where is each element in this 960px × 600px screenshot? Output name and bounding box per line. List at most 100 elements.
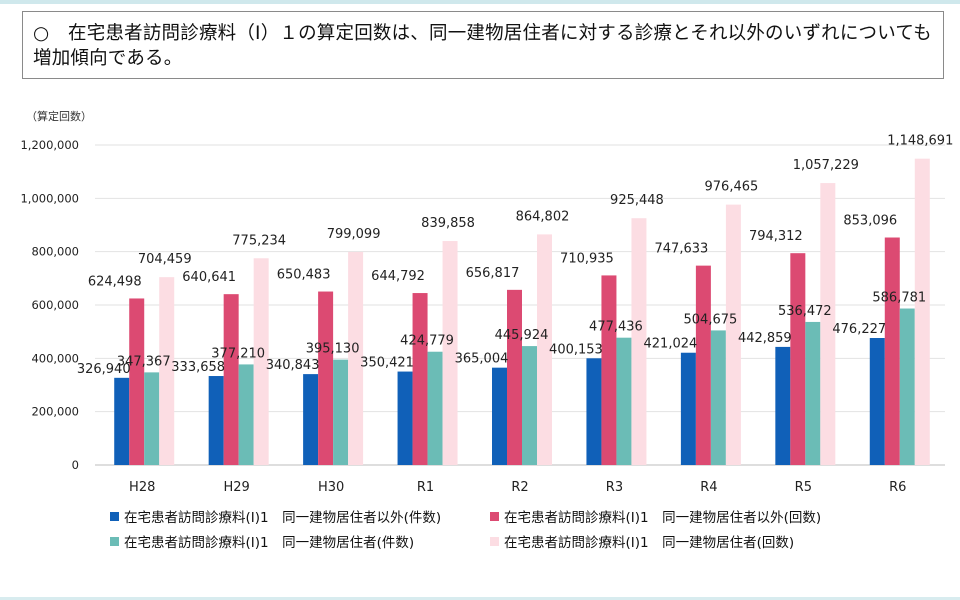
y-axis-unit-label: （算定回数） bbox=[26, 110, 92, 123]
legend-item-series-1: 在宅患者訪問診療料(Ⅰ)1 同一建物居住者以外(件数) bbox=[110, 509, 441, 527]
data-label-series-3: 445,924 bbox=[495, 328, 549, 343]
data-label-series-2: 656,817 bbox=[466, 266, 520, 281]
bar-2-R3 bbox=[601, 275, 617, 465]
data-label-series-4: 864,802 bbox=[516, 209, 570, 224]
y-tick-label: 1,200,000 bbox=[20, 138, 79, 152]
bar-2-R4 bbox=[695, 265, 711, 465]
data-label-series-3: 424,779 bbox=[400, 334, 454, 349]
bar-1-R3 bbox=[586, 358, 602, 465]
bar-2-R5 bbox=[790, 253, 806, 465]
data-label-series-2: 747,633 bbox=[655, 242, 709, 257]
data-label-series-1: 365,004 bbox=[455, 352, 509, 367]
data-label-series-4: 976,465 bbox=[705, 180, 759, 195]
data-label-series-3: 504,675 bbox=[684, 312, 738, 327]
bar-3-R4 bbox=[710, 330, 726, 465]
x-tick-label: R3 bbox=[606, 480, 623, 495]
legend-item-series-4: 在宅患者訪問診療料(Ⅰ)1 同一建物居住者(回数) bbox=[490, 534, 794, 552]
legend-label-series-3: 在宅患者訪問診療料(Ⅰ)1 同一建物居住者(件数) bbox=[124, 535, 415, 551]
data-label-series-1: 326,940 bbox=[77, 362, 131, 377]
data-label-series-2: 794,312 bbox=[749, 229, 803, 244]
x-tick-label: R1 bbox=[417, 480, 434, 495]
bar-3-H29 bbox=[238, 364, 254, 465]
data-label-series-2: 640,641 bbox=[182, 270, 236, 285]
headline-text: ○ 在宅患者訪問診療料（Ⅰ）１の算定回数は、同一建物居住者に対する診療とそれ以外… bbox=[33, 23, 932, 69]
bar-1-H28 bbox=[114, 377, 130, 465]
bar-3-R5 bbox=[805, 321, 821, 465]
data-label-series-3: 395,130 bbox=[306, 342, 360, 357]
data-label-series-4: 925,448 bbox=[610, 193, 664, 208]
bar-3-R6 bbox=[899, 308, 915, 465]
data-label-series-4: 839,858 bbox=[421, 216, 475, 231]
data-label-series-1: 421,024 bbox=[644, 337, 698, 352]
data-label-series-4: 775,234 bbox=[232, 233, 286, 248]
y-tick-label: 200,000 bbox=[31, 405, 79, 419]
bottom-accent-rule bbox=[0, 597, 960, 600]
data-label-series-1: 340,843 bbox=[266, 358, 320, 373]
data-label-series-4: 1,148,691 bbox=[887, 134, 953, 149]
data-label-series-4: 1,057,229 bbox=[793, 158, 859, 173]
data-label-series-2: 710,935 bbox=[560, 251, 614, 266]
bar-1-R1 bbox=[397, 371, 413, 465]
data-label-series-2: 650,483 bbox=[277, 268, 331, 283]
headline-box: ○ 在宅患者訪問診療料（Ⅰ）１の算定回数は、同一建物居住者に対する診療とそれ以外… bbox=[22, 11, 944, 79]
data-label-series-1: 350,421 bbox=[360, 356, 414, 371]
bar-1-R5 bbox=[775, 346, 791, 465]
x-tick-label: H28 bbox=[129, 480, 155, 495]
data-label-series-2: 644,792 bbox=[371, 269, 425, 284]
bar-4-R4 bbox=[725, 204, 741, 466]
x-tick-label: R4 bbox=[700, 480, 717, 495]
bar-4-R1 bbox=[442, 241, 458, 465]
legend-item-series-3: 在宅患者訪問診療料(Ⅰ)1 同一建物居住者(件数) bbox=[110, 534, 414, 552]
bar-4-R6 bbox=[914, 158, 930, 465]
y-tick-label: 800,000 bbox=[31, 245, 79, 259]
x-tick-label: R6 bbox=[889, 480, 906, 495]
data-label-series-1: 442,859 bbox=[738, 331, 792, 346]
data-label-series-4: 799,099 bbox=[327, 227, 381, 242]
data-label-series-2: 853,096 bbox=[843, 214, 897, 229]
data-label-series-3: 536,472 bbox=[778, 304, 832, 319]
data-label-series-2: 624,498 bbox=[88, 274, 142, 289]
bar-2-H28 bbox=[129, 298, 145, 465]
legend-label-series-2: 在宅患者訪問診療料(Ⅰ)1 同一建物居住者以外(回数) bbox=[504, 510, 822, 526]
bar-3-H30 bbox=[333, 359, 349, 465]
legend-swatch-series-1 bbox=[110, 512, 119, 521]
x-tick-label: H30 bbox=[318, 480, 344, 495]
bar-4-H28 bbox=[159, 277, 175, 465]
legend-swatch-series-2 bbox=[490, 512, 499, 521]
bar-2-R6 bbox=[884, 237, 900, 465]
bar-4-H30 bbox=[348, 251, 364, 465]
bar-4-R2 bbox=[537, 234, 552, 465]
bar-4-H29 bbox=[253, 258, 269, 465]
legend-swatch-series-4 bbox=[490, 537, 499, 546]
bar-4-R5 bbox=[820, 183, 836, 465]
legend-item-series-2: 在宅患者訪問診療料(Ⅰ)1 同一建物居住者以外(回数) bbox=[490, 509, 821, 527]
bar-2-R2 bbox=[507, 289, 522, 465]
bar-1-R4 bbox=[680, 352, 696, 465]
bar-1-H30 bbox=[303, 374, 319, 465]
data-label-series-1: 476,227 bbox=[832, 322, 886, 337]
y-tick-label: 600,000 bbox=[31, 298, 79, 312]
y-tick-label: 400,000 bbox=[31, 351, 79, 365]
bar-2-R1 bbox=[412, 293, 428, 465]
bar-2-H30 bbox=[318, 291, 334, 465]
data-label-series-4: 704,459 bbox=[138, 252, 192, 267]
top-accent-rule bbox=[0, 0, 960, 4]
legend-swatch-series-3 bbox=[110, 537, 119, 546]
bar-1-R6 bbox=[869, 338, 885, 465]
bar-3-R1 bbox=[427, 351, 443, 465]
x-tick-label: R5 bbox=[795, 480, 812, 495]
data-label-series-3: 377,210 bbox=[211, 346, 265, 361]
bar-1-R2 bbox=[492, 367, 507, 465]
bar-1-H29 bbox=[208, 376, 224, 465]
bar-3-R3 bbox=[616, 337, 632, 465]
y-tick-label: 0 bbox=[72, 458, 79, 472]
data-label-series-3: 477,436 bbox=[589, 320, 643, 335]
data-label-series-1: 400,153 bbox=[549, 342, 603, 357]
bar-4-R3 bbox=[631, 218, 647, 465]
bar-3-R2 bbox=[522, 346, 537, 465]
x-tick-label: R2 bbox=[511, 480, 528, 495]
bar-2-H29 bbox=[223, 294, 239, 465]
legend-label-series-1: 在宅患者訪問診療料(Ⅰ)1 同一建物居住者以外(件数) bbox=[124, 510, 442, 526]
data-label-series-3: 347,367 bbox=[117, 354, 171, 369]
